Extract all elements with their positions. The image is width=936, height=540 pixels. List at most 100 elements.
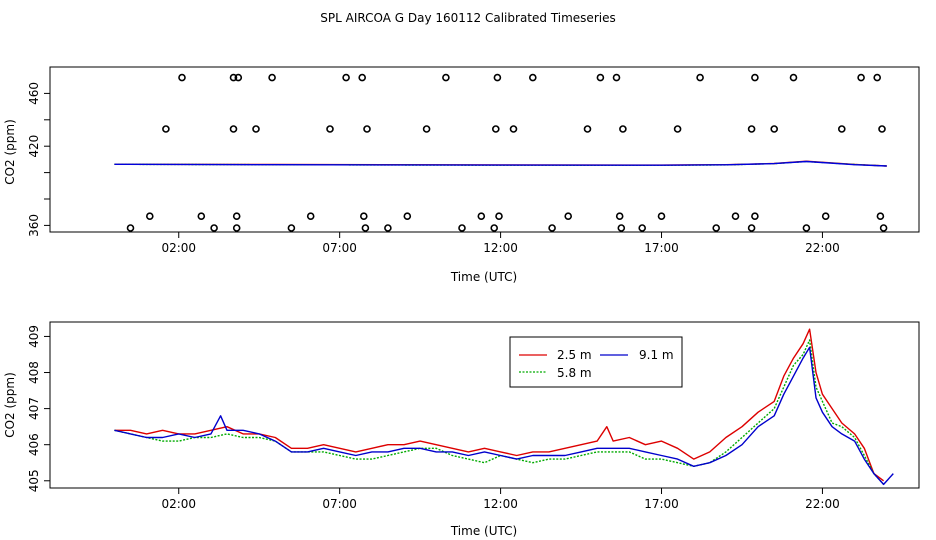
x-tick-label: 07:00 [322,241,357,255]
y-tick-label: 405 [27,469,41,492]
series-line-9-1-m [114,346,894,486]
scatter-point [615,212,624,220]
scatter-point [326,125,334,133]
scatter-point [252,125,260,133]
scatter-point [126,224,135,232]
scatter-point [363,125,371,133]
scatter-point [197,212,206,220]
scatter-point [789,73,798,82]
scatter-point [657,212,666,220]
scatter-point [458,224,466,232]
y-axis-ticks-bottom: 405 406 407 408 409 [27,325,50,492]
scatter-point [770,125,779,133]
x-axis-label-bottom: Time (UTC) [450,524,517,538]
scatter-point [358,73,367,82]
scatter-point [802,224,811,232]
y-axis-ticks-top: 360 420 460 [27,82,50,237]
scatter-point [287,224,296,232]
scatter-point [491,125,500,133]
x-tick-label: 22:00 [805,241,840,255]
scatter-point [232,212,241,220]
scatter-point [696,73,704,82]
scatter-point [178,73,186,82]
scatter-point [162,125,170,133]
scatter-point [342,73,350,82]
scatter-point [490,224,499,232]
scatter-point [268,73,276,82]
scatter-point [403,212,412,220]
y-axis-label-top: CO2 (ppm) [3,119,17,185]
scatter-point [638,224,647,232]
series-lines-top [114,160,887,167]
series-line-5-8-m [114,339,885,485]
series-lines-bottom [114,328,894,486]
scatter-point [477,212,486,220]
scatter-point [612,73,621,82]
y-tick-label: 407 [27,397,41,420]
x-tick-label: 22:00 [805,497,840,511]
scatter-point [857,73,865,82]
scatter-point [564,212,573,220]
scatter-point [495,212,503,220]
scatter-point [747,224,756,232]
scatter-point [146,212,154,220]
scatter-point [712,224,721,232]
y-tick-label: 406 [27,433,41,456]
scatter-point [878,125,886,133]
y-axis-label-bottom: CO2 (ppm) [3,372,17,438]
scatter-point [210,224,218,232]
legend: 2.5 m 5.8 m 9.1 m [509,336,683,388]
x-tick-label: 12:00 [483,497,518,511]
scatter-point [359,212,368,220]
x-tick-label: 17:00 [644,497,679,511]
scatter-point [442,73,450,82]
scatter-point [873,73,882,82]
scatter-point [548,224,556,232]
scatter-point [528,73,537,82]
x-tick-label: 12:00 [483,241,518,255]
scatter-point [583,125,592,133]
legend-label-2-5m: 2.5 m [557,348,592,362]
y-tick-label: 420 [27,135,41,158]
scatter-point [232,224,241,232]
x-axis-ticks-top: 02:00 07:00 12:00 17:00 22:00 [161,232,840,255]
panel-top-co2-scatter: 02:00 07:00 12:00 17:00 22:00 360 420 460 Time… [3,66,920,284]
scatter-point [751,73,759,82]
scatter-point [876,212,885,220]
scatter-point [234,73,243,82]
scatter-point [361,224,370,232]
scatter-point [306,212,315,220]
x-axis-ticks-bottom: 02:00 07:00 12:00 17:00 22:00 [161,488,840,511]
figure-title: SPL AIRCOA G Day 160112 Calibrated Times… [320,11,615,25]
scatter-point [493,73,502,82]
plot-frame-top [49,66,920,233]
panel-bottom-co2-timeseries: 02:00 07:00 12:00 17:00 22:00 40540640740840… [3,321,920,538]
y-tick-label: 408 [27,361,41,384]
y-tick-label: 409 [27,325,41,348]
scatter-point [837,125,846,133]
scatter-point [751,212,759,220]
scatter-point [731,212,740,220]
scatter-point [509,125,518,133]
x-tick-label: 07:00 [322,497,357,511]
scatter-point [596,73,605,82]
legend-label-5-8m: 5.8 m [557,366,592,380]
scatter-point [617,224,626,232]
y-tick-label: 360 [27,214,41,237]
series-line-2 [114,160,887,167]
scatter-points-top [126,73,888,232]
scatter-point [821,212,830,220]
x-tick-label: 02:00 [161,241,196,255]
scatter-point [673,125,682,133]
scatter-point [384,224,392,232]
scatter-point [422,125,431,133]
x-tick-label: 17:00 [644,241,679,255]
legend-box [509,336,683,388]
scatter-point [229,73,238,82]
scatter-point [619,125,627,133]
x-tick-label: 02:00 [161,497,196,511]
plot-frame-bottom [49,321,920,489]
legend-label-9-1m: 9.1 m [639,348,674,362]
